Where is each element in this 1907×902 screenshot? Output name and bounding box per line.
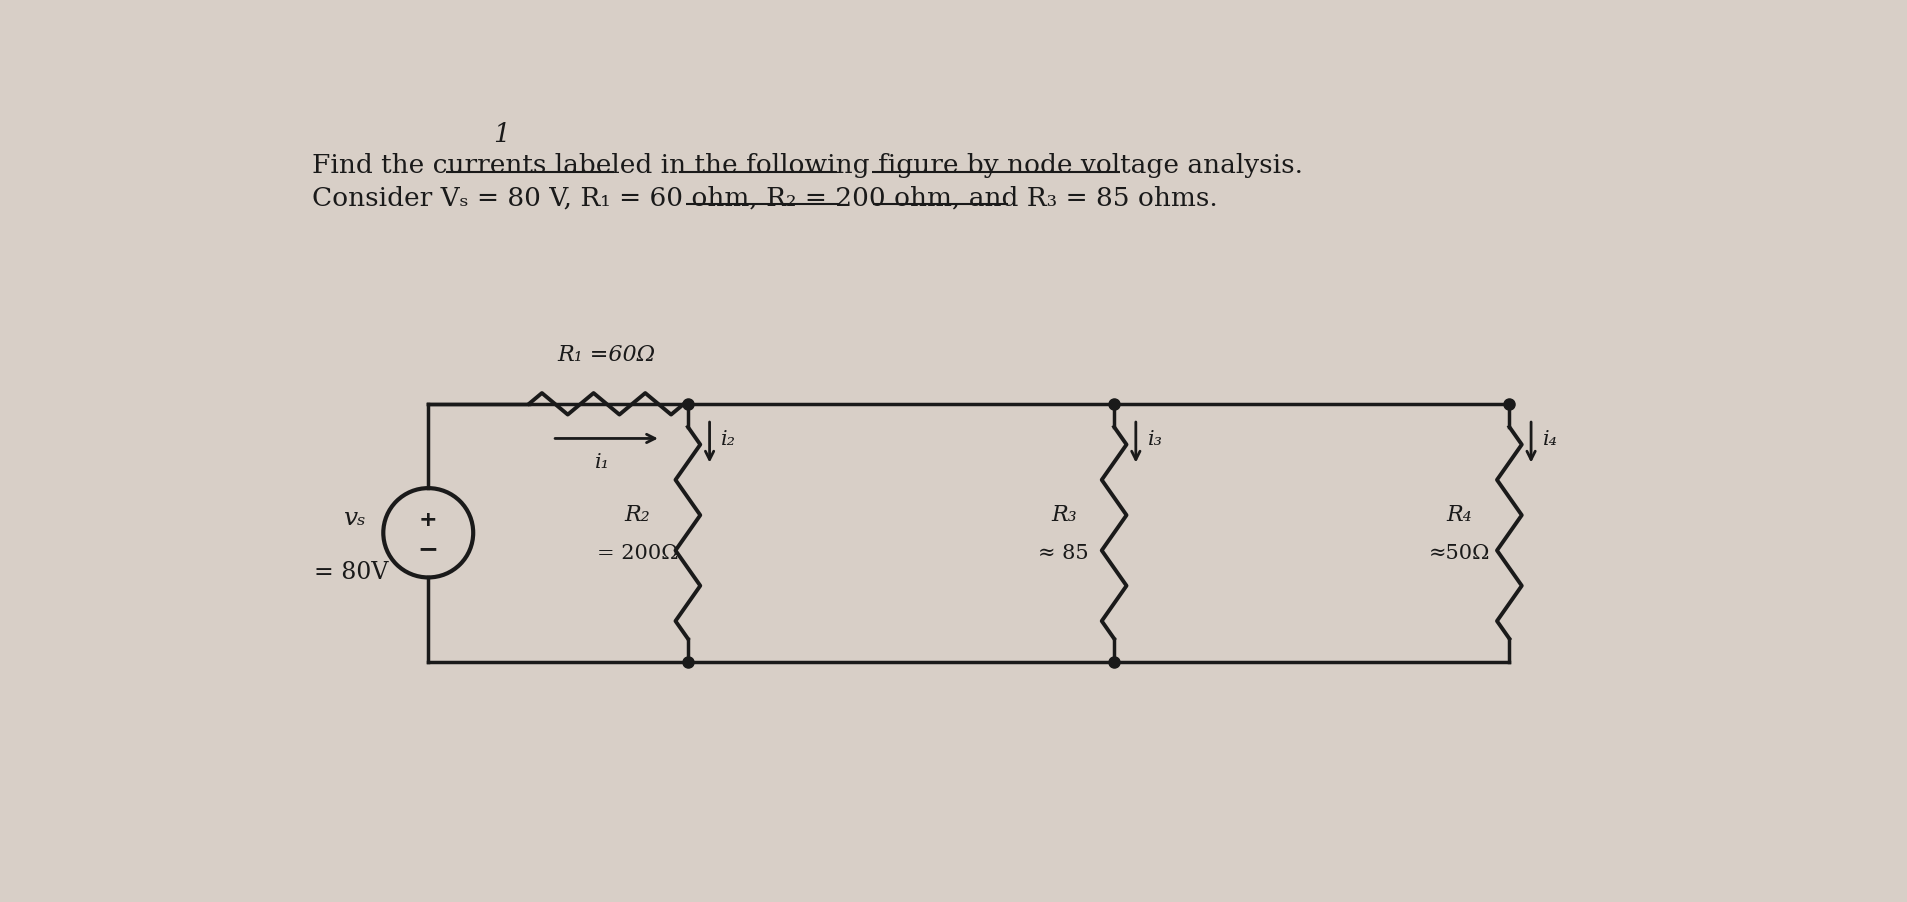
Text: R₁ =60Ω: R₁ =60Ω: [557, 344, 656, 366]
Text: +: +: [420, 510, 437, 529]
Text: vₛ: vₛ: [343, 506, 366, 529]
Text: ≈50Ω: ≈50Ω: [1428, 543, 1489, 562]
Text: R₃: R₃: [1051, 503, 1077, 525]
Text: Find the currents labeled in the following figure by node voltage analysis.: Find the currents labeled in the followi…: [313, 152, 1302, 178]
Text: −: −: [418, 537, 439, 560]
Text: = 80V: = 80V: [313, 560, 387, 583]
Text: i₁: i₁: [595, 453, 610, 472]
Text: R₂: R₂: [625, 503, 650, 525]
Text: Consider Vₛ = 80 V, R₁ = 60 ohm, R₂ = 200 ohm, and R₃ = 85 ohms.: Consider Vₛ = 80 V, R₁ = 60 ohm, R₂ = 20…: [313, 185, 1219, 210]
Text: i₄: i₄: [1543, 429, 1558, 448]
Text: i₃: i₃: [1148, 429, 1163, 448]
Text: i₂: i₂: [721, 429, 736, 448]
Text: 1: 1: [494, 122, 511, 147]
Text: R₄: R₄: [1446, 503, 1472, 525]
Text: ≈ 85: ≈ 85: [1039, 543, 1089, 562]
Text: = 200Ω: = 200Ω: [597, 543, 679, 562]
